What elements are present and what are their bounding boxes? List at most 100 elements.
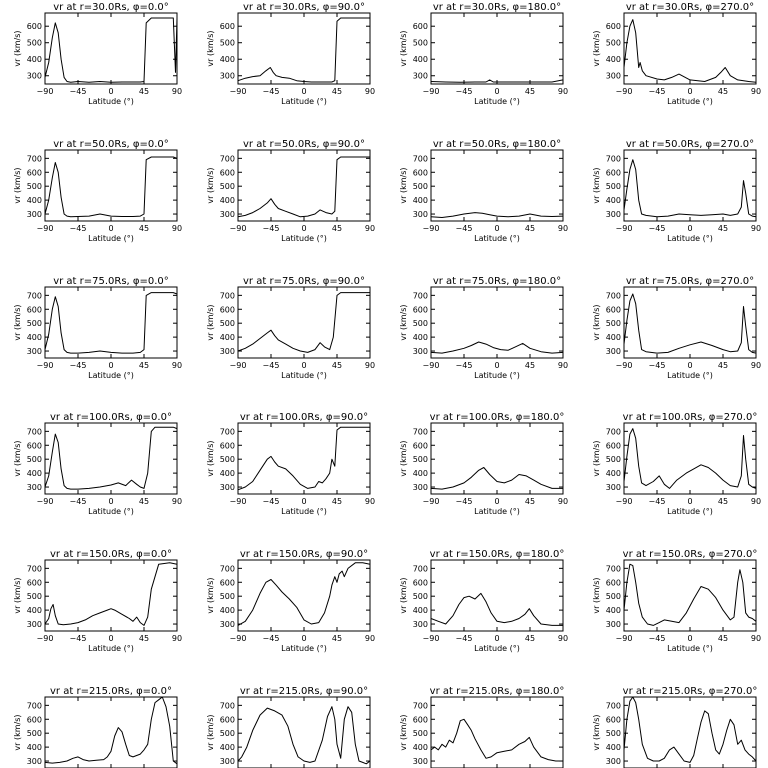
x-tick-label: 90: [365, 224, 375, 233]
y-tick-label: 400: [27, 55, 42, 64]
y-tick-label: 600: [220, 22, 235, 31]
x-axis-label: Latitude (°): [667, 97, 713, 106]
series-line: [623, 696, 757, 763]
y-tick-label: 400: [413, 743, 428, 752]
y-axis-label: vr (km/s): [399, 714, 408, 750]
x-tick-label: 90: [751, 634, 761, 643]
x-tick-label: −45: [70, 634, 87, 643]
series-line: [623, 563, 757, 626]
x-tick-label: −90: [37, 87, 54, 96]
plot-frame: [44, 422, 178, 495]
series-line: [237, 562, 371, 626]
series-line: [44, 17, 178, 83]
y-tick-label: 600: [27, 22, 42, 31]
x-tick-label: −45: [263, 361, 280, 370]
panel-24: vr at r=215.0Rs, φ=270.0°−90−45045903004…: [592, 686, 757, 768]
plot-frame: [44, 149, 178, 222]
series-line: [430, 212, 564, 218]
y-axis-label: vr (km/s): [206, 714, 215, 750]
series-line: [237, 426, 370, 491]
y-tick-label: 600: [413, 578, 428, 587]
series-line: [623, 19, 757, 83]
y-tick-label: 300: [413, 620, 428, 629]
y-tick-label: 500: [606, 455, 621, 464]
x-tick-label: −45: [649, 224, 666, 233]
x-tick-label: 0: [108, 497, 113, 506]
y-tick-label: 500: [413, 319, 428, 328]
x-tick-label: 90: [365, 87, 375, 96]
y-tick-label: 500: [220, 39, 235, 48]
series-line: [44, 562, 178, 626]
x-tick-label: 45: [332, 634, 342, 643]
y-tick-label: 600: [27, 168, 42, 177]
y-tick-label: 700: [27, 291, 42, 300]
panel-title: vr at r=100.0Rs, φ=180.0°: [430, 412, 565, 423]
x-tick-label: −90: [423, 87, 440, 96]
panel-title: vr at r=100.0Rs, φ=90.0°: [240, 412, 368, 423]
x-axis-label: Latitude (°): [281, 371, 327, 380]
plot-frame: [237, 696, 371, 768]
y-tick-label: 700: [413, 291, 428, 300]
y-tick-label: 500: [27, 592, 42, 601]
y-tick-label: 600: [220, 305, 235, 314]
y-tick-label: 600: [27, 441, 42, 450]
x-tick-label: −45: [456, 87, 473, 96]
panel-23: vr at r=215.0Rs, φ=180.0°−90−45045903004…: [399, 686, 565, 768]
panel-5: vr at r=50.0Rs, φ=0.0° −90 −45 0 45 90 300 400 5…: [13, 139, 182, 243]
panel-title: vr at r=215.0Rs, φ=180.0°: [430, 686, 565, 697]
y-tick-label: 400: [413, 606, 428, 615]
plot-frame: [237, 286, 371, 359]
x-tick-label: 0: [301, 361, 306, 370]
x-tick-label: −45: [456, 224, 473, 233]
y-axis-label: vr (km/s): [592, 304, 601, 340]
plot-frame: [237, 12, 371, 85]
y-tick-label: 500: [27, 729, 42, 738]
series-line: [237, 706, 371, 765]
y-tick-label: 400: [220, 55, 235, 64]
y-tick-label: 300: [27, 483, 42, 492]
y-tick-label: 700: [413, 427, 428, 436]
x-tick-label: 0: [687, 224, 692, 233]
y-tick-label: 300: [413, 72, 428, 81]
y-axis-label: vr (km/s): [399, 30, 408, 66]
x-tick-label: 90: [172, 361, 182, 370]
x-tick-label: −45: [70, 87, 87, 96]
x-tick-label: 0: [494, 634, 499, 643]
panel-14: vr at r=100.0Rs, φ=90.0° −90 −45 0 45 90 300 40…: [206, 412, 375, 516]
x-tick-label: 45: [718, 87, 728, 96]
y-tick-label: 300: [220, 757, 235, 766]
plot-frame: [623, 149, 757, 222]
panel-title: vr at r=75.0Rs, φ=90.0°: [243, 276, 365, 287]
y-tick-label: 700: [606, 564, 621, 573]
x-tick-label: 0: [108, 87, 113, 96]
x-tick-label: −45: [263, 87, 280, 96]
y-tick-label: 600: [413, 305, 428, 314]
panel-title: vr at r=100.0Rs, φ=0.0°: [50, 412, 172, 423]
panel-title: vr at r=50.0Rs, φ=0.0°: [53, 139, 169, 150]
panel-6: vr at r=50.0Rs, φ=90.0° −90 −45 0 45 90 300 400…: [206, 139, 375, 243]
x-axis-label: Latitude (°): [88, 507, 134, 516]
series-line: [623, 159, 757, 218]
x-axis-label: Latitude (°): [474, 234, 520, 243]
plot-frame: [430, 422, 564, 495]
plot-frame: [237, 422, 371, 495]
panel-title: vr at r=75.0Rs, φ=0.0°: [53, 276, 169, 287]
x-tick-label: −45: [456, 634, 473, 643]
series-line: [44, 156, 178, 218]
panel-title: vr at r=150.0Rs, φ=270.0°: [623, 549, 758, 560]
panel-2: vr at r=30.0Rs, φ=90.0° −90 −45 0 45 90 300 400…: [206, 2, 375, 106]
y-tick-label: 300: [27, 210, 42, 219]
y-tick-label: 400: [413, 196, 428, 205]
y-axis-label: vr (km/s): [13, 167, 22, 203]
x-tick-label: 45: [525, 224, 535, 233]
y-tick-label: 700: [27, 701, 42, 710]
y-tick-label: 400: [413, 333, 428, 342]
x-tick-label: 90: [751, 361, 761, 370]
series-line: [623, 293, 757, 354]
y-tick-label: 500: [413, 182, 428, 191]
plot-frame: [430, 12, 564, 85]
y-tick-label: 300: [606, 620, 621, 629]
y-tick-label: 700: [27, 154, 42, 163]
y-tick-label: 300: [220, 72, 235, 81]
y-tick-label: 600: [220, 168, 235, 177]
